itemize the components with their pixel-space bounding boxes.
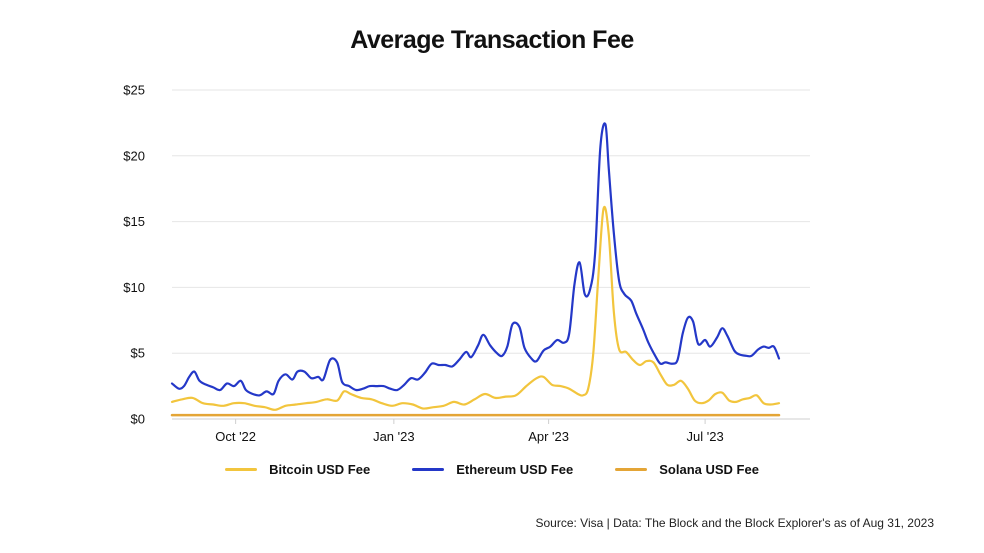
legend-label: Solana USD Fee bbox=[659, 462, 759, 477]
legend-item: Solana USD Fee bbox=[615, 462, 759, 477]
y-tick-label: $10 bbox=[123, 280, 145, 295]
y-axis-labels: $0 $5 $10 $15 $20 $25 bbox=[123, 83, 145, 427]
x-tick-label: Jul '23 bbox=[687, 429, 724, 444]
legend-item: Bitcoin USD Fee bbox=[225, 462, 370, 477]
x-tick-label: Jan '23 bbox=[373, 429, 415, 444]
x-axis-labels: Oct '22 Jan '23 Apr '23 Jul '23 bbox=[215, 429, 723, 444]
x-tick-label: Apr '23 bbox=[528, 429, 569, 444]
y-tick-label: $0 bbox=[131, 412, 145, 427]
legend-item: Ethereum USD Fee bbox=[412, 462, 573, 477]
series-line-ethereum-usd-fee bbox=[170, 122, 781, 397]
y-tick-label: $25 bbox=[123, 83, 145, 98]
x-tick-label: Oct '22 bbox=[215, 429, 256, 444]
legend-swatch bbox=[615, 468, 648, 471]
legend-swatch bbox=[412, 468, 445, 471]
legend-label: Bitcoin USD Fee bbox=[269, 462, 371, 477]
y-tick-label: $20 bbox=[123, 148, 145, 163]
y-tick-label: $5 bbox=[131, 346, 145, 361]
legend-label: Ethereum USD Fee bbox=[456, 462, 574, 477]
chart-title: Average Transaction Fee bbox=[350, 26, 634, 54]
source-note: Source: Visa | Data: The Block and the B… bbox=[535, 516, 934, 530]
series-line-bitcoin-usd-fee bbox=[170, 205, 781, 411]
legend-swatch bbox=[225, 468, 258, 471]
grid-lines bbox=[172, 89, 810, 424]
y-tick-label: $15 bbox=[123, 214, 145, 229]
legend: Bitcoin USD Fee Ethereum USD Fee Solana US… bbox=[0, 462, 984, 477]
series-lines bbox=[170, 122, 781, 417]
